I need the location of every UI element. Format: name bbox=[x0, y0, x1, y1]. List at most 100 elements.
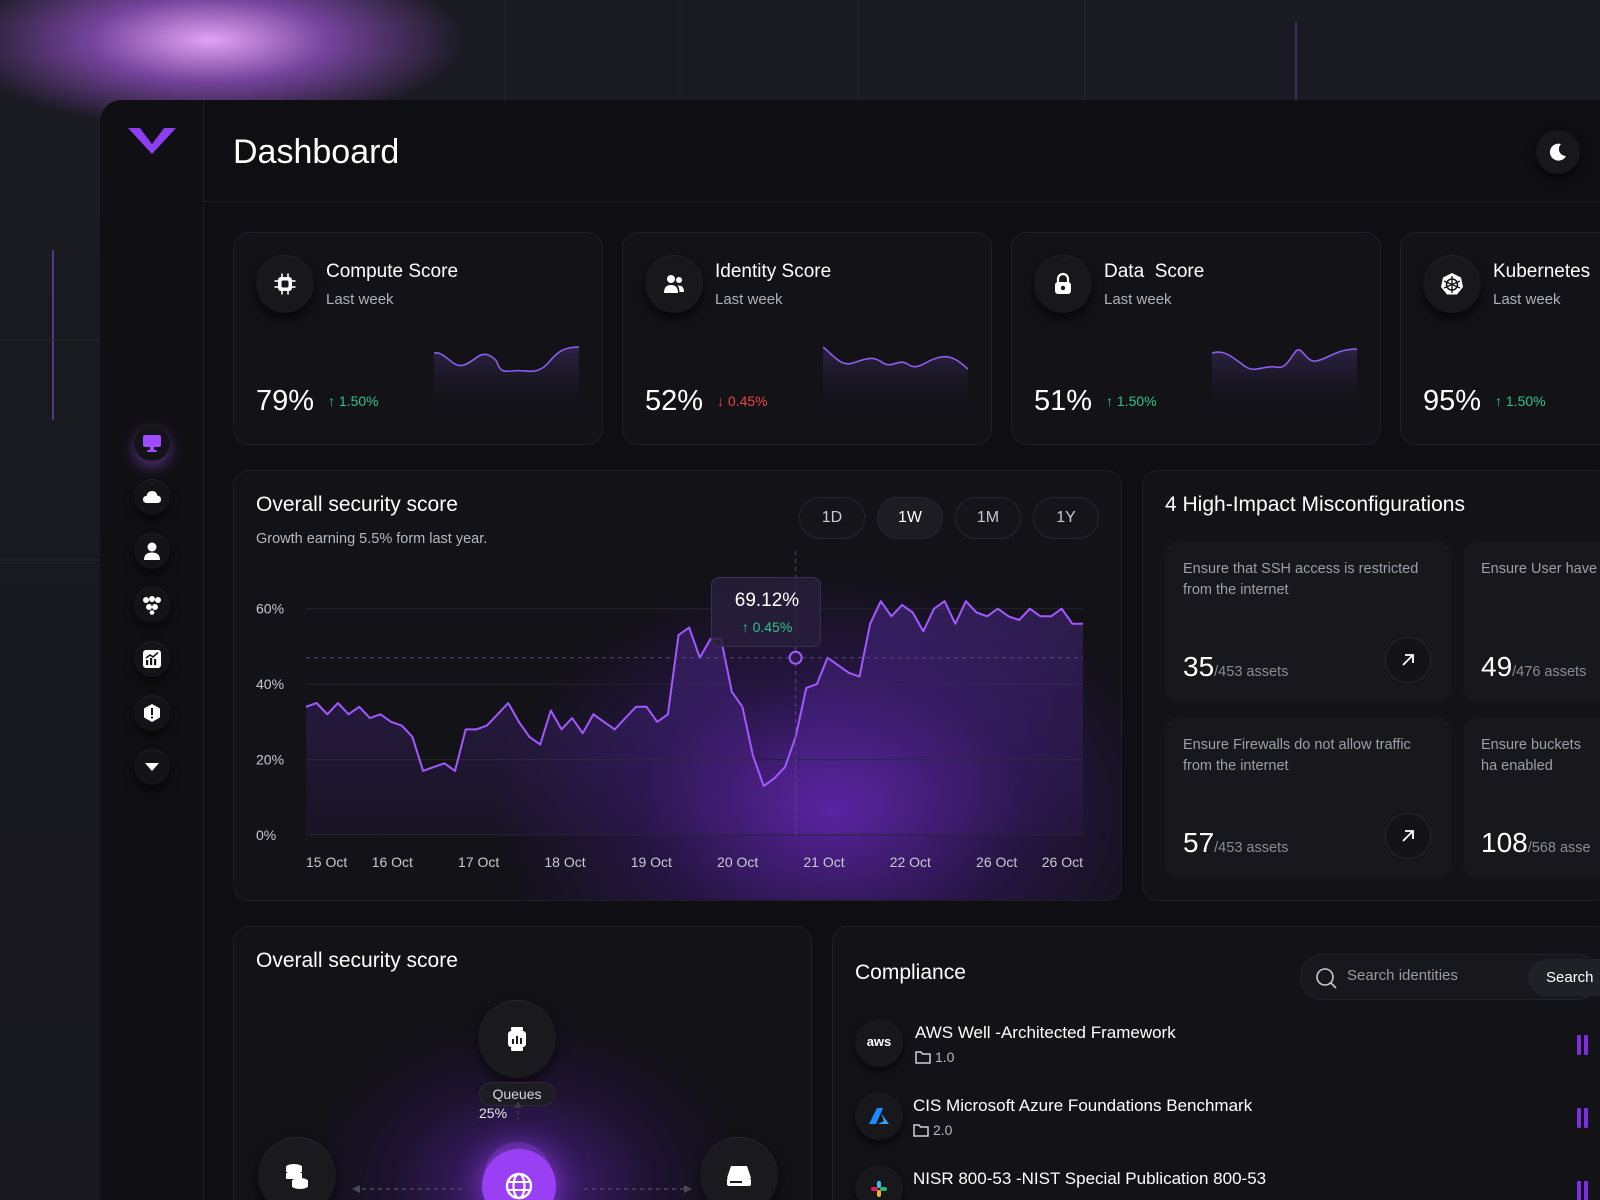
x-tick-label: 18 Oct bbox=[544, 854, 585, 870]
x-tick-label: 19 Oct bbox=[631, 854, 672, 870]
compliance-name: CIS Microsoft Azure Foundations Benchmar… bbox=[913, 1096, 1253, 1115]
tooltip-value: 69.12% bbox=[734, 590, 800, 611]
score-card-identity[interactable]: Identity Score Last week 52% ↓ 0.45% bbox=[622, 232, 992, 445]
score-card-value: 79% bbox=[256, 385, 315, 417]
chevron-down-icon bbox=[145, 763, 159, 771]
azure-logo-icon bbox=[855, 1092, 903, 1140]
queues-label: Queues bbox=[479, 1082, 555, 1106]
sidebar-item-user[interactable] bbox=[134, 533, 170, 569]
sidebar-item-more[interactable] bbox=[134, 749, 170, 785]
x-tick-label: 16 Oct bbox=[372, 854, 413, 870]
compliance-progress bbox=[1577, 1108, 1591, 1128]
score-card-value: 52% bbox=[645, 385, 704, 417]
y-tick-label: 0% bbox=[256, 827, 276, 843]
misconfig-count-value: 35 bbox=[1183, 651, 1215, 682]
misconfig-card[interactable]: Ensure buckets ha enabled 108/568 asse bbox=[1463, 717, 1600, 878]
theme-toggle-button[interactable] bbox=[1536, 130, 1580, 174]
compliance-item[interactable]: NISR 800-53 -NIST Special Publication 80… bbox=[855, 1165, 1600, 1200]
users-icon bbox=[664, 275, 684, 293]
security-score-panel: Overall security score Growth earning 5.… bbox=[233, 470, 1122, 901]
misconfig-text: Ensure that SSH access is restricted fro… bbox=[1183, 561, 1419, 598]
score-card-data[interactable]: Data Score Last week 51% ↑ 1.50% bbox=[1011, 232, 1381, 445]
sidebar-item-monitor[interactable] bbox=[134, 425, 170, 461]
score-card-delta: ↓ 0.45% bbox=[717, 393, 768, 409]
arrow-up-icon: ↑ bbox=[741, 619, 749, 635]
compliance-progress bbox=[1577, 1035, 1591, 1055]
slack-logo-icon bbox=[855, 1165, 903, 1200]
misconfig-text: Ensure buckets ha enabled bbox=[1481, 737, 1581, 774]
chip-icon bbox=[274, 273, 296, 295]
misconfig-title: 4 High-Impact Misconfigurations bbox=[1165, 493, 1465, 516]
chart-tooltip: 69.12% ↑ 0.45% bbox=[711, 577, 821, 647]
x-tick-label: 15 Oct bbox=[306, 854, 347, 870]
user-icon bbox=[144, 542, 160, 560]
sidebar-item-analytics[interactable] bbox=[134, 641, 170, 677]
score-card-value: 51% bbox=[1034, 385, 1093, 417]
queues-percent: 25% bbox=[479, 1105, 508, 1121]
score-card-compute[interactable]: Compute Score Last week 79% ↑ 1.50% bbox=[233, 232, 603, 445]
score-card-title: Kubernetes bbox=[1493, 261, 1591, 282]
misconfig-total: /453 assets bbox=[1214, 664, 1289, 680]
app-window: Dashboard Compute Score Last week 79% ↑ … bbox=[100, 100, 1600, 1200]
sidebar-item-alerts[interactable] bbox=[134, 695, 170, 731]
database-node[interactable] bbox=[258, 1137, 336, 1200]
sparkline bbox=[1212, 348, 1357, 411]
score-card-delta-value: 1.50% bbox=[338, 393, 379, 409]
search-button[interactable]: Search bbox=[1528, 959, 1600, 996]
score-card-title: Identity Score bbox=[715, 261, 832, 282]
hard-drive-icon bbox=[727, 1166, 751, 1186]
compliance-progress bbox=[1577, 1181, 1591, 1200]
range-button-1m[interactable]: 1M bbox=[955, 497, 1021, 539]
score-card-delta-value: 0.45% bbox=[727, 393, 768, 409]
compliance-item[interactable]: CIS Microsoft Azure Foundations Benchmar… bbox=[855, 1092, 1600, 1142]
aws-logo-icon: aws bbox=[855, 1019, 903, 1067]
x-tick-label: 20 Oct bbox=[717, 854, 758, 870]
brand-logo bbox=[128, 128, 176, 154]
lock-icon bbox=[1055, 272, 1071, 294]
sparkline bbox=[823, 346, 968, 411]
database-icon bbox=[286, 1164, 308, 1189]
score-card-subtitle: Last week bbox=[326, 291, 394, 308]
sidebar-item-cloud[interactable] bbox=[134, 479, 170, 515]
arrow-up-right-icon bbox=[1402, 654, 1414, 666]
misconfig-card[interactable]: Ensure that SSH access is restricted fro… bbox=[1165, 541, 1451, 702]
y-tick-label: 40% bbox=[256, 676, 284, 692]
misconfig-count: 57/453 assets bbox=[1183, 827, 1288, 859]
score-card-icon bbox=[645, 255, 703, 313]
misconfig-count: 108/568 asse bbox=[1481, 827, 1591, 859]
storage-node[interactable] bbox=[700, 1137, 778, 1200]
compliance-version: 1.0 bbox=[915, 1049, 954, 1065]
compliance-item[interactable]: aws AWS Well -Architected Framework 1.0 bbox=[855, 1019, 1600, 1069]
highlight-point bbox=[788, 650, 803, 665]
misconfig-card[interactable]: Ensure User have 49/476 assets bbox=[1463, 541, 1600, 702]
y-tick-label: 20% bbox=[256, 752, 284, 768]
globe-node[interactable] bbox=[482, 1149, 556, 1200]
queue-icon bbox=[508, 1027, 526, 1051]
score-card-kubernetes[interactable]: Kubernetes Last week 95% ↑ 1.50% bbox=[1400, 232, 1600, 445]
series-area bbox=[306, 601, 1083, 835]
security-line-chart: 60% 40% 20% 0% 15 Oct 16 Oct 17 Oct 18 Oct 19 Oc… bbox=[256, 551, 1083, 870]
misconfig-count-value: 108 bbox=[1481, 827, 1528, 858]
range-button-1y[interactable]: 1Y bbox=[1033, 497, 1099, 539]
misconfig-card[interactable]: Ensure Firewalls do not allow traffic fr… bbox=[1165, 717, 1451, 878]
cloud-icon bbox=[143, 491, 161, 503]
misconfig-count: 35/453 assets bbox=[1183, 651, 1288, 683]
compliance-version-value: 2.0 bbox=[933, 1122, 953, 1138]
sidebar-item-group[interactable] bbox=[134, 587, 170, 623]
chart-icon bbox=[143, 650, 161, 668]
topology-connectors bbox=[352, 1101, 692, 1193]
moon-icon bbox=[1549, 143, 1566, 161]
open-misconfig-button[interactable] bbox=[1385, 637, 1431, 683]
misconfig-total: /453 assets bbox=[1214, 840, 1289, 856]
open-misconfig-button[interactable] bbox=[1385, 813, 1431, 859]
sidebar bbox=[100, 100, 204, 1200]
x-tick-label: 26 Oct bbox=[1042, 854, 1083, 870]
queues-node[interactable] bbox=[478, 1000, 556, 1078]
search-input[interactable] bbox=[1347, 967, 1527, 984]
arrow-up-icon: ↑ bbox=[1106, 393, 1113, 409]
range-button-1w[interactable]: 1W bbox=[877, 497, 943, 539]
range-button-1d[interactable]: 1D bbox=[799, 497, 865, 539]
alert-hexagon-icon bbox=[144, 704, 160, 722]
compliance-version-value: 1.0 bbox=[935, 1049, 955, 1065]
